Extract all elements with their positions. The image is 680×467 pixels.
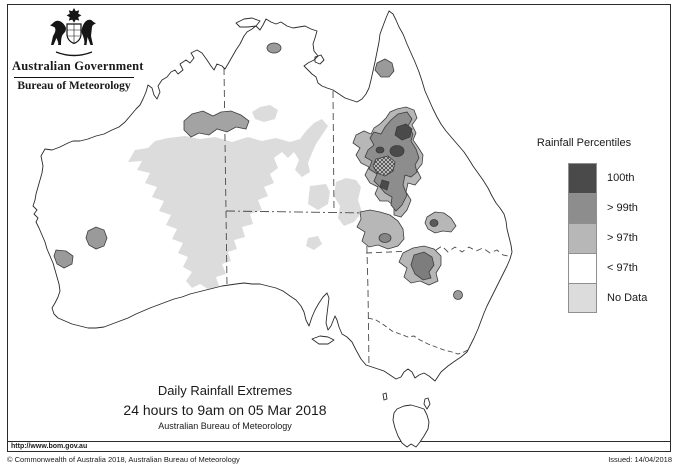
url-strip: http://www.bom.gov.au — [8, 441, 671, 452]
bottom-bar: © Commonwealth of Australia 2018, Austra… — [7, 455, 672, 464]
legend-swatch-99th — [568, 193, 597, 223]
scroll-banner — [55, 51, 93, 57]
map-frame — [7, 4, 671, 452]
emu-silhouette — [81, 19, 96, 45]
legend-label-99th: > 99th — [607, 202, 638, 214]
legend-swatch-below-97th — [568, 253, 597, 283]
government-header: Australian Government Bureau of Meteorol… — [12, 7, 144, 92]
legend-item-no-data: No Data — [568, 283, 647, 313]
header-divider — [14, 77, 134, 78]
legend-swatch-no-data — [568, 283, 597, 313]
legend-swatch-97th — [568, 223, 597, 253]
bom-url: http://www.bom.gov.au — [11, 443, 88, 450]
map-title-block: Daily Rainfall Extremes 24 hours to 9am … — [88, 383, 362, 431]
legend-item-below-97th: < 97th — [568, 253, 647, 283]
rainfall-legend: 100th > 99th > 97th < 97th No Data — [568, 163, 647, 313]
legend-label-97th: > 97th — [607, 232, 638, 244]
legend-label-100th: 100th — [607, 172, 635, 184]
legend-label-no-data: No Data — [607, 292, 648, 304]
copyright-text: © Commonwealth of Australia 2018, Austra… — [7, 455, 240, 464]
bureau-title: Bureau of Meteorology — [17, 80, 131, 92]
map-title: Daily Rainfall Extremes — [157, 383, 293, 398]
legend-item-100th: 100th — [568, 163, 647, 193]
legend-item-99th: > 99th — [568, 193, 647, 223]
map-subtitle-org: Australian Bureau of Meteorology — [158, 421, 292, 431]
legend-label-below-97th: < 97th — [607, 262, 638, 274]
coat-of-arms-icon — [50, 8, 96, 57]
issued-date: Issued: 14/04/2018 — [608, 455, 672, 464]
legend-item-97th: > 97th — [568, 223, 647, 253]
government-title: Australian Government — [12, 59, 144, 73]
legend-title: Rainfall Percentiles — [536, 137, 632, 149]
legend-swatch-100th — [568, 163, 597, 193]
map-subtitle-period: 24 hours to 9am on 05 Mar 2018 — [123, 402, 327, 418]
kangaroo-silhouette — [50, 20, 66, 45]
commonwealth-star — [66, 8, 82, 23]
